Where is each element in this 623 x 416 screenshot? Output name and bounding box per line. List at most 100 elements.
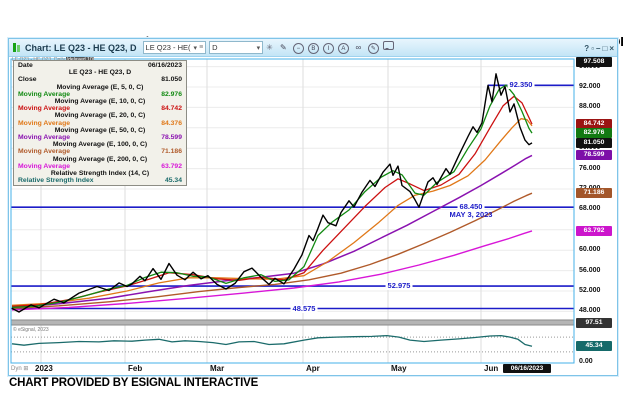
dyn-template-button[interactable]: Dyn ⊞ — [11, 366, 29, 372]
legend-row: Moving Average 71.186 — [14, 148, 186, 155]
legend-row: Moving Average 78.599 — [14, 134, 186, 141]
trendline-date-label: MAY 3, 2023 — [449, 210, 493, 220]
month-label: 2023 — [35, 364, 53, 373]
circled-a-icon[interactable]: A — [337, 43, 349, 55]
cursor-date-badge: 06/16/2023 — [503, 364, 551, 373]
plot-border — [10, 58, 575, 364]
symbol-dropdown[interactable]: LE Q23 - HE( ▾ ≡ — [142, 41, 207, 54]
minimize-button[interactable]: – — [596, 43, 601, 53]
legend-label: Moving Average — [18, 90, 70, 98]
price-badge: 81.050 — [576, 137, 612, 148]
trendline-label: 68.450 — [457, 202, 485, 212]
window-title: Chart: LE Q23 - HE Q23, D — [25, 42, 137, 53]
maximize-button[interactable]: □ — [602, 43, 608, 53]
restore-button[interactable]: ▫ — [591, 43, 595, 53]
legend-row: Relative Strength Index (14, C) — [50, 170, 150, 178]
legend-value: 06/16/2023 — [147, 62, 182, 69]
chat-bubble-icon[interactable] — [382, 40, 394, 50]
price-badge: 84.742 — [576, 119, 612, 130]
chart-window: Chart: LE Q23 - HE Q23, D LE Q23 - HE( ▾… — [8, 38, 618, 376]
axis-tick-label: 68.000 — [579, 205, 601, 213]
axis-tick-label: 76.000 — [579, 164, 601, 172]
legend-row: Moving Average (E, 50, 0, C) — [54, 126, 146, 134]
trendline-label: 52.975 — [385, 281, 413, 291]
moving-average-line — [11, 230, 533, 311]
copyright-text: © eSignal, 2023 — [13, 327, 49, 333]
price-badge: 97.51 — [576, 318, 612, 328]
legend-label: Moving Average — [18, 162, 70, 170]
moving-average-line — [11, 84, 533, 309]
price-badge: 71.186 — [576, 188, 612, 199]
legend-row: Moving Average (E, 5, 0, C) — [56, 83, 144, 91]
chart-content: LE Q23 - HE Q23, Daily (delayed 10) 92.3… — [9, 57, 615, 374]
price-badge: 45.34 — [576, 341, 612, 352]
pane-divider[interactable] — [11, 320, 574, 325]
axis-tick-label: 52.000 — [579, 287, 601, 295]
moving-average-line — [11, 154, 533, 309]
legend-row: Moving Average (E, 20, 0, C) — [54, 112, 146, 120]
help-button[interactable]: ? — [584, 43, 590, 53]
axis-tick-label: 88.000 — [579, 103, 601, 111]
axis-tick-label: 48.000 — [579, 307, 601, 315]
month-label: Apr — [306, 364, 320, 373]
time-axis[interactable]: Dyn ⊞ 2023 Feb Mar Apr May Jun 06/16/2023 — [9, 364, 615, 374]
interval-dropdown[interactable]: D ▾ — [209, 41, 264, 54]
price-axis[interactable]: 96.00092.00088.00080.00076.00072.00068.0… — [576, 57, 615, 374]
legend-row: Moving Average 63.792 — [14, 163, 186, 170]
axis-tick-label: 0.00 — [579, 358, 593, 366]
legend-label: Moving Average — [18, 105, 70, 113]
legend-row: Moving Average 84.376 — [14, 120, 186, 127]
window-controls: ? ▫ – □ × — [582, 43, 614, 53]
legend-label: Moving Average — [18, 134, 70, 142]
legend-value: 84.376 — [161, 119, 182, 127]
legend-value: 78.599 — [161, 134, 182, 142]
legend-label: Relative Strength Index — [18, 177, 94, 185]
legend-value: 82.976 — [161, 90, 182, 98]
caption-text: CHART PROVIDED BY ESIGNAL INTERACTIVE — [9, 377, 259, 389]
legend-row: Relative Strength Index 45.34 — [14, 177, 186, 184]
legend-label: Date — [18, 62, 33, 69]
pencil-draw-icon[interactable]: ✎ — [280, 42, 287, 52]
month-label: Mar — [210, 364, 225, 373]
price-badge: 97.508 — [576, 57, 612, 67]
circled-b-icon[interactable]: B — [307, 43, 319, 55]
chevron-down-icon: ▾ — [256, 44, 261, 52]
trendline-label: 92.350 — [507, 80, 535, 90]
legend-label: Close — [18, 76, 37, 84]
window-titlebar[interactable]: Chart: LE Q23 - HE Q23, D LE Q23 - HE( ▾… — [9, 39, 617, 57]
close-button[interactable]: × — [609, 43, 614, 53]
indicator-legend: Date 06/16/2023 LE Q23 - HE Q23, D Close 81.… — [13, 60, 187, 187]
close-price-line — [11, 73, 533, 313]
month-label: May — [391, 364, 407, 373]
axis-tick-label: 56.000 — [579, 266, 601, 274]
menu-icon: ≡ — [199, 44, 204, 51]
gear-icon[interactable]: ✳ — [266, 43, 273, 52]
esignal-app-icon — [13, 43, 22, 52]
moving-average-line — [11, 95, 533, 307]
legend-row: Moving Average (E, 100, 0, C) — [52, 141, 148, 149]
moving-average-line — [11, 192, 533, 310]
chevron-down-icon: ▾ — [193, 44, 198, 52]
legend-value: 63.792 — [161, 162, 182, 170]
trendline-label: 48.575 — [290, 303, 318, 313]
legend-label: Moving Average — [18, 119, 70, 127]
circle-minus-icon[interactable]: − — [292, 43, 304, 55]
note-edit-icon[interactable]: ✎ — [367, 42, 379, 54]
legend-value: 71.186 — [161, 148, 182, 156]
month-label: Feb — [128, 364, 143, 373]
symbol-dropdown-value: LE Q23 - HE( — [145, 43, 191, 52]
legend-row: Close 81.050 — [14, 76, 186, 83]
chart-toolbar: ✎ − B I A ∞ ✎ — [278, 40, 398, 55]
price-badge: 82.976 — [576, 128, 612, 139]
legend-row: Date 06/16/2023 — [14, 62, 186, 69]
link-icon[interactable]: ∞ — [355, 42, 362, 52]
price-badge: 63.792 — [576, 225, 612, 236]
circled-i-icon[interactable]: I — [322, 43, 334, 55]
rsi-line — [11, 334, 533, 347]
price-badge: 78.599 — [576, 150, 612, 161]
month-label: Jun — [484, 364, 499, 373]
legend-row: Moving Average 82.976 — [14, 91, 186, 98]
legend-value: 45.34 — [164, 177, 182, 185]
legend-label: Moving Average — [18, 148, 70, 156]
legend-row: Moving Average 84.742 — [14, 105, 186, 112]
